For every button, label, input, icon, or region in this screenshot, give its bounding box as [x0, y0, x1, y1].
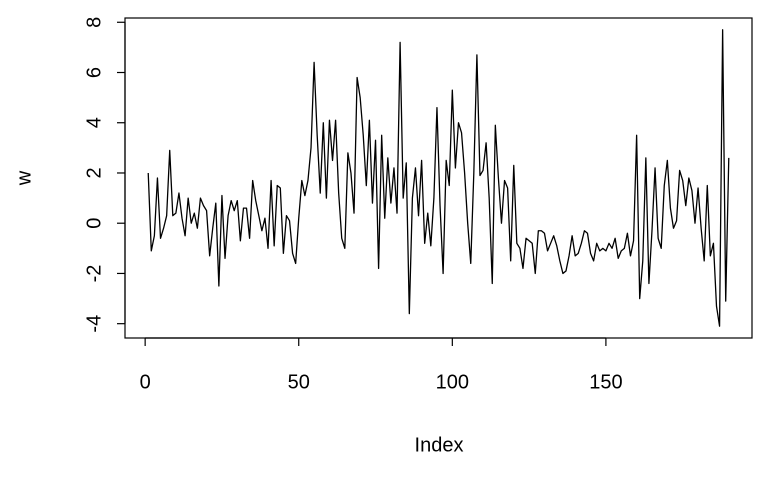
y-tick-label: -2	[83, 265, 105, 283]
plot-frame	[124, 17, 753, 339]
y-tick-label: 4	[83, 117, 105, 128]
data-line	[147, 29, 730, 327]
x-axis-label: Index	[415, 434, 464, 456]
y-tick-label: 6	[83, 67, 105, 78]
y-tick-label: 8	[83, 17, 105, 28]
y-tick-label: -4	[83, 315, 105, 333]
x-tick-label: 50	[288, 371, 310, 393]
x-tick-label: 150	[589, 371, 622, 393]
y-tick-label: 0	[83, 218, 105, 229]
x-tick-label: 0	[140, 371, 151, 393]
x-tick-label: 100	[436, 371, 469, 393]
y-axis-label: w	[13, 170, 35, 186]
y-tick-label: 2	[83, 167, 105, 178]
